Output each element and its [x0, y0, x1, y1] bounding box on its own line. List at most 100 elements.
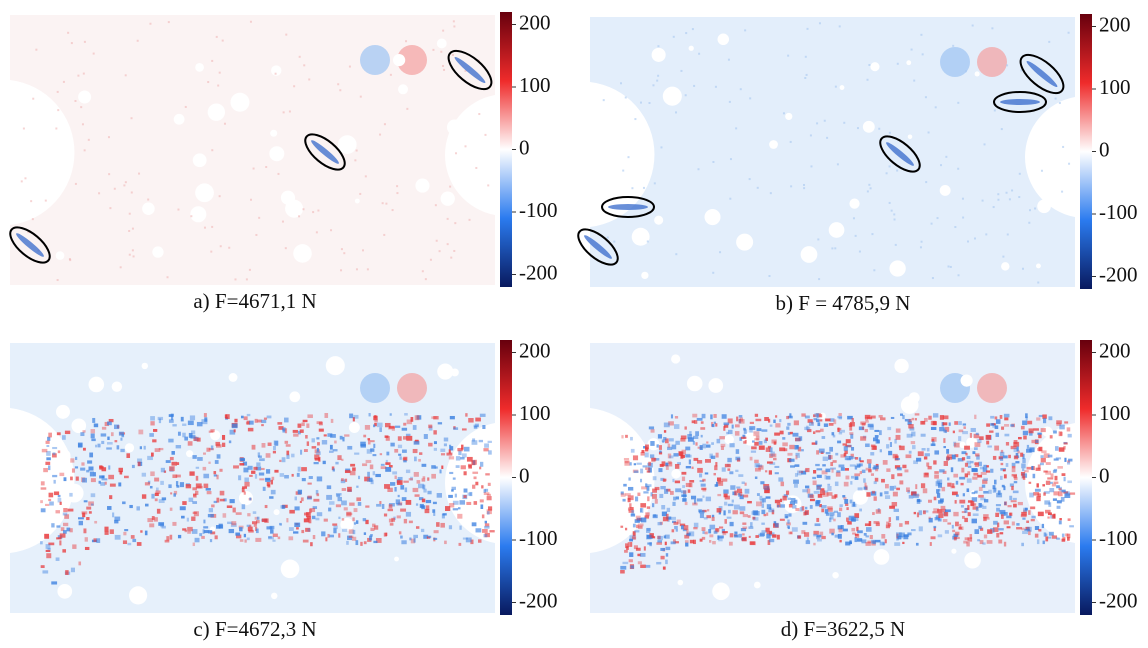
strain-speckle	[332, 523, 338, 526]
strain-speckle	[867, 423, 874, 428]
strain-speckle	[1053, 458, 1059, 461]
strain-speckle	[945, 155, 948, 158]
strain-speckle	[262, 486, 266, 491]
strain-speckle	[1000, 514, 1004, 519]
strain-speckle	[266, 482, 270, 487]
strain-speckle	[1005, 463, 1009, 467]
strain-speckle	[114, 519, 119, 524]
strain-speckle	[372, 523, 376, 527]
strain-speckle	[1009, 483, 1014, 487]
strain-speckle	[261, 518, 268, 523]
strain-speckle	[895, 457, 901, 461]
strain-speckle	[858, 426, 864, 431]
strain-speckle	[805, 485, 810, 489]
strain-speckle	[86, 517, 90, 521]
strain-speckle	[806, 27, 809, 30]
strain-speckle	[723, 489, 729, 494]
strain-speckle	[637, 561, 642, 565]
strain-speckle	[317, 209, 320, 212]
strain-speckle	[646, 470, 651, 473]
strain-speckle	[963, 540, 968, 544]
strain-speckle	[75, 456, 78, 461]
strain-speckle	[806, 537, 809, 542]
strain-speckle	[450, 256, 453, 259]
strain-speckle	[325, 537, 328, 542]
strain-speckle	[329, 450, 334, 453]
strain-speckle	[360, 541, 363, 546]
strain-speckle	[710, 455, 716, 460]
strain-speckle	[774, 465, 780, 468]
strain-speckle	[863, 478, 866, 483]
strain-speckle	[208, 461, 211, 464]
strain-speckle	[48, 542, 55, 546]
strain-speckle	[842, 495, 846, 498]
strain-speckle	[850, 481, 853, 485]
strain-speckle	[471, 522, 477, 527]
strain-speckle	[376, 422, 383, 428]
strain-speckle	[816, 450, 820, 455]
strain-speckle	[352, 517, 355, 522]
strain-speckle	[161, 525, 166, 529]
strain-speckle	[830, 467, 836, 470]
strain-speckle	[188, 497, 194, 502]
strain-speckle	[216, 525, 221, 529]
strain-speckle	[986, 465, 989, 468]
strain-speckle	[998, 528, 1004, 531]
pore	[1035, 263, 1041, 269]
strain-speckle	[712, 271, 715, 274]
strain-speckle	[137, 461, 141, 467]
strain-speckle	[702, 443, 706, 449]
strain-speckle	[1018, 172, 1021, 175]
strain-speckle	[415, 503, 419, 506]
strain-speckle	[52, 453, 57, 458]
strain-speckle	[82, 512, 86, 518]
strain-speckle	[413, 441, 420, 445]
strain-speckle	[933, 508, 939, 512]
pore	[631, 227, 650, 246]
strain-speckle	[865, 542, 871, 546]
strain-speckle	[45, 503, 50, 507]
strain-speckle	[954, 421, 959, 425]
strain-speckle	[957, 101, 960, 104]
strain-speckle	[744, 488, 750, 494]
strain-speckle	[150, 471, 155, 477]
strain-speckle	[885, 483, 889, 489]
strain-speckle	[484, 525, 490, 529]
strain-speckle	[446, 243, 449, 246]
strain-speckle	[249, 524, 252, 528]
strain-speckle	[486, 493, 491, 497]
strain-speckle	[656, 561, 662, 565]
strain-speckle	[355, 540, 359, 546]
strain-speckle	[844, 468, 849, 471]
strain-speckle	[906, 433, 913, 438]
strain-speckle	[440, 522, 445, 528]
strain-speckle	[1022, 530, 1028, 535]
strain-speckle	[907, 421, 912, 425]
strain-speckle	[487, 482, 491, 486]
strain-speckle	[182, 423, 187, 426]
strain-speckle	[300, 497, 304, 502]
strain-speckle	[921, 448, 926, 451]
strain-speckle	[700, 483, 706, 487]
strain-speckle	[487, 440, 492, 443]
strain-speckle	[1040, 169, 1043, 172]
pore	[195, 183, 214, 203]
strain-speckle	[1011, 473, 1018, 477]
strain-speckle	[243, 533, 247, 538]
strain-speckle	[472, 484, 476, 489]
strain-speckle	[744, 482, 747, 486]
strain-speckle	[980, 497, 986, 501]
strain-speckle	[975, 506, 979, 512]
strain-speckle	[69, 528, 73, 533]
strain-speckle	[388, 465, 393, 468]
strain-speckle	[693, 527, 698, 530]
strain-speckle	[637, 492, 641, 496]
strain-speckle	[337, 455, 342, 461]
strain-speckle	[1024, 528, 1030, 531]
strain-speckle	[681, 449, 686, 455]
strain-speckle	[56, 279, 59, 282]
strain-speckle	[226, 505, 233, 508]
strain-speckle	[713, 472, 716, 476]
strain-speckle	[1017, 501, 1023, 506]
strain-speckle	[673, 539, 676, 544]
